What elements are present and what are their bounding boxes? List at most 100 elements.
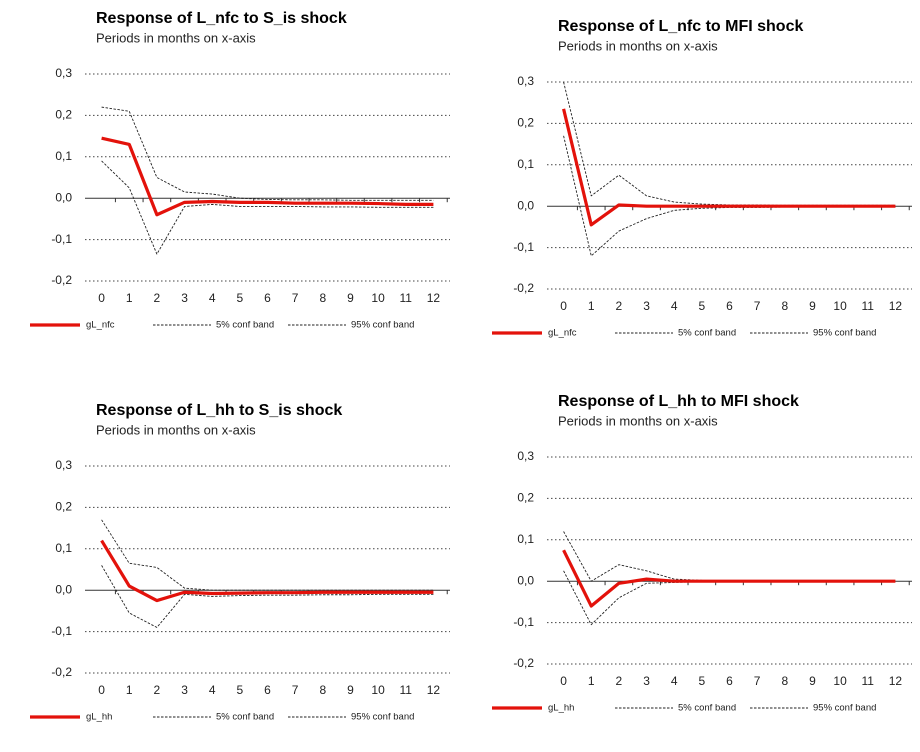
series-line	[101, 136, 434, 217]
y-tick-label: -0,1	[51, 232, 72, 246]
chart-subtitle: Periods in months on x-axis	[96, 30, 256, 45]
legend-label: gL_nfc	[86, 320, 115, 331]
y-tick-label: -0,2	[513, 656, 534, 670]
series-line	[563, 570, 896, 626]
y-tick-label: 0,0	[55, 582, 72, 596]
chart-title: Response of L_nfc to S_is shock	[96, 10, 347, 27]
x-tick-label: 5	[699, 299, 706, 313]
chart-panel: Response of L_nfc to S_is shock Periods i…	[30, 10, 450, 331]
x-tick-label: 3	[181, 291, 188, 305]
x-tick-label: 7	[292, 683, 299, 697]
series-line	[101, 106, 434, 201]
x-tick-label: 7	[754, 674, 761, 688]
x-tick-label: 8	[319, 291, 326, 305]
x-tick-label: 0	[98, 683, 105, 697]
series-line	[562, 108, 896, 227]
x-tick-label: 0	[98, 291, 105, 305]
series-line	[100, 539, 434, 603]
y-tick-label: 0,0	[55, 190, 72, 204]
x-tick-label: 12	[427, 683, 441, 697]
legend-label: 5% conf band	[678, 703, 736, 714]
y-tick-label: -0,2	[51, 273, 72, 287]
y-tick-label: -0,1	[51, 624, 72, 638]
chart-panel: Response of L_hh to S_is shock Periods in…	[30, 402, 450, 723]
y-tick-label: 0,3	[517, 449, 534, 463]
x-tick-label: 7	[292, 291, 299, 305]
y-tick-label: -0,1	[513, 615, 534, 629]
y-tick-label: -0,1	[513, 240, 534, 254]
x-tick-label: 7	[754, 299, 761, 313]
x-tick-label: 6	[726, 299, 733, 313]
legend-label: 95% conf band	[351, 712, 414, 723]
x-tick-label: 10	[833, 674, 847, 688]
x-tick-label: 1	[126, 683, 133, 697]
series-line	[101, 160, 434, 255]
x-tick-label: 5	[237, 291, 244, 305]
y-tick-label: -0,2	[51, 665, 72, 679]
x-tick-label: 4	[671, 674, 678, 688]
series-line	[101, 565, 434, 628]
legend-label: 5% conf band	[216, 712, 274, 723]
x-tick-label: 11	[862, 674, 875, 688]
chart-subtitle: Periods in months on x-axis	[558, 413, 718, 428]
series-line	[563, 135, 896, 257]
x-tick-label: 6	[264, 683, 271, 697]
x-tick-label: 3	[643, 674, 650, 688]
series-line	[101, 519, 434, 591]
chart-panel: Response of L_hh to MFI shock Periods in …	[492, 393, 912, 714]
x-tick-label: 3	[181, 683, 188, 697]
y-tick-label: 0,0	[517, 198, 534, 212]
x-tick-label: 10	[371, 291, 385, 305]
x-tick-label: 6	[726, 674, 733, 688]
x-tick-label: 9	[809, 299, 816, 313]
x-tick-label: 9	[347, 683, 354, 697]
x-tick-label: 10	[371, 683, 385, 697]
x-tick-label: 11	[400, 291, 413, 305]
y-tick-label: 0,0	[517, 573, 534, 587]
x-tick-label: 12	[889, 674, 903, 688]
legend-label: gL_nfc	[548, 328, 577, 339]
y-tick-label: 0,3	[517, 74, 534, 88]
x-tick-label: 5	[699, 674, 706, 688]
legend-label: gL_hh	[548, 703, 574, 714]
y-tick-label: 0,3	[55, 458, 72, 472]
y-tick-label: 0,2	[55, 108, 72, 122]
x-tick-label: 4	[209, 683, 216, 697]
x-tick-label: 5	[237, 683, 244, 697]
y-tick-label: 0,3	[55, 66, 72, 80]
chart-subtitle: Periods in months on x-axis	[96, 422, 256, 437]
x-tick-label: 8	[781, 674, 788, 688]
y-tick-label: 0,1	[517, 532, 534, 546]
x-tick-label: 9	[809, 674, 816, 688]
x-tick-label: 12	[427, 291, 441, 305]
legend-label: gL_hh	[86, 712, 112, 723]
y-tick-label: 0,2	[55, 500, 72, 514]
x-tick-label: 4	[671, 299, 678, 313]
x-tick-label: 6	[264, 291, 271, 305]
y-tick-label: 0,1	[55, 149, 72, 163]
legend-label: 95% conf band	[351, 320, 414, 331]
x-tick-label: 10	[833, 299, 847, 313]
chart-title: Response of L_hh to S_is shock	[96, 402, 342, 419]
x-tick-label: 4	[209, 291, 216, 305]
legend-label: 95% conf band	[813, 703, 876, 714]
x-tick-label: 12	[889, 299, 903, 313]
legend-label: 5% conf band	[678, 328, 736, 339]
x-tick-label: 2	[154, 683, 161, 697]
x-tick-label: 1	[588, 299, 595, 313]
x-tick-label: 0	[560, 299, 567, 313]
x-tick-label: 11	[862, 299, 875, 313]
x-tick-label: 1	[588, 674, 595, 688]
chart-title: Response of L_nfc to MFI shock	[558, 18, 803, 35]
y-tick-label: 0,2	[517, 116, 534, 130]
x-tick-label: 1	[126, 291, 133, 305]
legend-label: 5% conf band	[216, 320, 274, 331]
x-tick-label: 0	[560, 674, 567, 688]
series-line	[563, 531, 896, 582]
chart-title: Response of L_hh to MFI shock	[558, 393, 799, 410]
x-tick-label: 2	[616, 674, 623, 688]
x-tick-label: 11	[400, 683, 413, 697]
x-tick-label: 9	[347, 291, 354, 305]
legend-label: 95% conf band	[813, 328, 876, 339]
